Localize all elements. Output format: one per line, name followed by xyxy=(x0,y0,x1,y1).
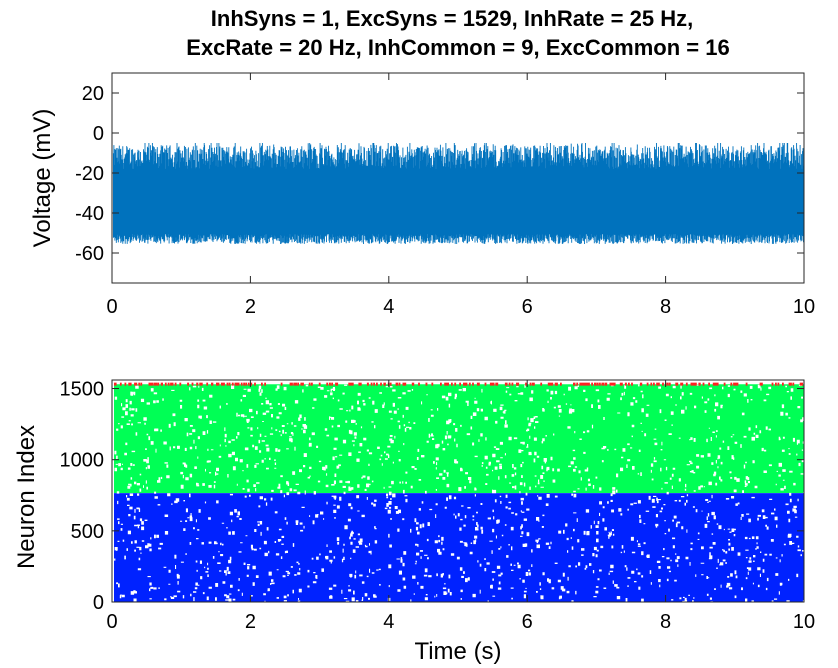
voltage-ticks: 0 2 4 6 8 10 -60 -40 -20 0 20 xyxy=(75,73,815,318)
raster-band-0 xyxy=(114,493,804,602)
x-tick-label: 8 xyxy=(660,296,671,318)
x-tick-label: 4 xyxy=(383,611,394,633)
x-tick-label: 8 xyxy=(660,611,671,633)
figure-title-line-1: InhSyns = 1, ExcSyns = 1529, InhRate = 2… xyxy=(211,6,693,31)
spike-raster xyxy=(114,382,807,606)
raster-ticks: 0 2 4 6 8 10 0 500 1000 1500 xyxy=(60,379,816,633)
raster-x-axis-label: Time (s) xyxy=(414,638,501,665)
raster-axes-box xyxy=(111,379,805,603)
x-tick-label: 10 xyxy=(793,611,815,633)
y-tick-label: -60 xyxy=(75,243,104,265)
voltage-trace xyxy=(111,73,804,277)
y-tick-label: -40 xyxy=(75,203,104,225)
raster-gaps-1 xyxy=(114,384,807,496)
y-tick-label: -20 xyxy=(75,163,104,185)
x-tick-label: 6 xyxy=(522,296,533,318)
x-tick-label: 0 xyxy=(106,296,117,318)
y-tick-label: 0 xyxy=(93,592,104,614)
x-tick-label: 2 xyxy=(245,296,256,318)
raster-y-axis-label: Neuron Index xyxy=(13,425,40,569)
figure-title-line-2: ExcRate = 20 Hz, InhCommon = 9, ExcCommo… xyxy=(186,35,729,60)
x-tick-label: 10 xyxy=(793,296,815,318)
voltage-trace-line xyxy=(111,73,804,277)
voltage-y-axis-label: Voltage (mV) xyxy=(29,109,56,248)
x-tick-label: 6 xyxy=(522,611,533,633)
y-tick-label: 1500 xyxy=(60,379,105,401)
raster-gaps-0 xyxy=(114,493,807,606)
y-tick-label: 20 xyxy=(82,83,104,105)
x-tick-label: 4 xyxy=(383,296,394,318)
y-tick-label: 0 xyxy=(93,123,104,145)
raster-band-1 xyxy=(114,384,804,493)
raster-plot: 0 2 4 6 8 10 0 500 1000 1500 Neuron Index Time (s… xyxy=(13,379,815,665)
x-tick-label: 2 xyxy=(245,611,256,633)
voltage-plot: 0 2 4 6 8 10 -60 -40 -20 0 20 Voltage (mV) xyxy=(29,72,815,318)
voltage-axes-box xyxy=(111,72,805,284)
y-tick-label: 1000 xyxy=(60,450,105,472)
y-tick-label: 500 xyxy=(71,521,104,543)
x-tick-label: 0 xyxy=(106,611,117,633)
